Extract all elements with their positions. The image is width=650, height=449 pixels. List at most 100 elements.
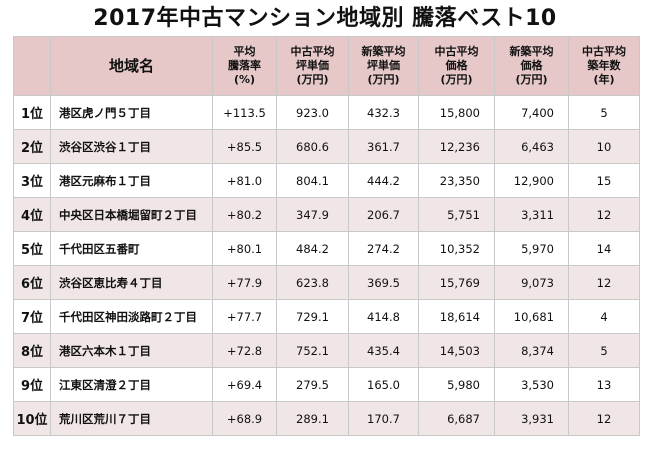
change-cell: +77.9	[212, 265, 277, 300]
building-age-cell: 12	[568, 197, 640, 232]
used-unit-price-cell: 752.1	[276, 333, 349, 368]
used-unit-price-cell: 680.6	[276, 129, 349, 164]
used-unit-price-cell: 804.1	[276, 163, 349, 198]
used-price-cell: 15,800	[418, 95, 495, 130]
header-used-price: 中古平均 価格 (万円)	[418, 36, 495, 96]
rank-cell: 5位	[13, 231, 51, 266]
used-unit-price-cell: 484.2	[276, 231, 349, 266]
building-age-cell: 4	[568, 299, 640, 334]
new-unit-price-cell: 435.4	[348, 333, 419, 368]
header-new-price: 新築平均 価格 (万円)	[494, 36, 569, 96]
change-cell: +113.5	[212, 95, 277, 130]
used-price-cell: 12,236	[418, 129, 495, 164]
header-area: 地域名	[50, 36, 213, 96]
change-cell: +69.4	[212, 367, 277, 402]
new-price-cell: 7,400	[494, 95, 569, 130]
used-unit-price-cell: 623.8	[276, 265, 349, 300]
table-row: 10位 荒川区荒川７丁目 +68.9 289.1 170.7 6,687 3,9…	[13, 401, 640, 436]
new-unit-price-cell: 165.0	[348, 367, 419, 402]
change-cell: +77.7	[212, 299, 277, 334]
new-price-cell: 9,073	[494, 265, 569, 300]
rank-cell: 4位	[13, 197, 51, 232]
new-unit-price-cell: 170.7	[348, 401, 419, 436]
new-price-cell: 5,970	[494, 231, 569, 266]
new-price-cell: 8,374	[494, 333, 569, 368]
used-price-cell: 5,751	[418, 197, 495, 232]
rank-cell: 10位	[13, 401, 51, 436]
table-row: 1位 港区虎ノ門５丁目 +113.5 923.0 432.3 15,800 7,…	[13, 95, 640, 130]
building-age-cell: 5	[568, 333, 640, 368]
used-price-cell: 10,352	[418, 231, 495, 266]
new-price-cell: 3,530	[494, 367, 569, 402]
table-row: 3位 港区元麻布１丁目 +81.0 804.1 444.2 23,350 12,…	[13, 163, 640, 198]
area-cell: 渋谷区渋谷１丁目	[50, 129, 213, 164]
used-unit-price-cell: 347.9	[276, 197, 349, 232]
page-title: 2017年中古マンション地域別 騰落ベスト10	[93, 6, 557, 31]
new-unit-price-cell: 274.2	[348, 231, 419, 266]
new-unit-price-cell: 361.7	[348, 129, 419, 164]
rank-cell: 3位	[13, 163, 51, 198]
header-rank	[13, 36, 51, 96]
rank-cell: 9位	[13, 367, 51, 402]
header-row: 地域名 平均 騰落率 (%) 中古平均 坪単価 (万円) 新築平均 坪単価 (万…	[13, 36, 640, 96]
used-unit-price-cell: 279.5	[276, 367, 349, 402]
new-unit-price-cell: 432.3	[348, 95, 419, 130]
change-cell: +81.0	[212, 163, 277, 198]
used-unit-price-cell: 923.0	[276, 95, 349, 130]
used-price-cell: 23,350	[418, 163, 495, 198]
rank-cell: 2位	[13, 129, 51, 164]
new-unit-price-cell: 206.7	[348, 197, 419, 232]
rank-cell: 7位	[13, 299, 51, 334]
area-cell: 江東区清澄２丁目	[50, 367, 213, 402]
rank-cell: 6位	[13, 265, 51, 300]
building-age-cell: 12	[568, 265, 640, 300]
table-row: 6位 渋谷区恵比寿４丁目 +77.9 623.8 369.5 15,769 9,…	[13, 265, 640, 300]
table-row: 5位 千代田区五番町 +80.1 484.2 274.2 10,352 5,97…	[13, 231, 640, 266]
new-unit-price-cell: 414.8	[348, 299, 419, 334]
change-cell: +85.5	[212, 129, 277, 164]
used-unit-price-cell: 729.1	[276, 299, 349, 334]
building-age-cell: 5	[568, 95, 640, 130]
new-price-cell: 3,311	[494, 197, 569, 232]
rank-cell: 8位	[13, 333, 51, 368]
area-cell: 港区六本木１丁目	[50, 333, 213, 368]
table-row: 8位 港区六本木１丁目 +72.8 752.1 435.4 14,503 8,3…	[13, 333, 640, 368]
area-cell: 渋谷区恵比寿４丁目	[50, 265, 213, 300]
used-price-cell: 6,687	[418, 401, 495, 436]
area-cell: 中央区日本橋堀留町２丁目	[50, 197, 213, 232]
table-row: 4位 中央区日本橋堀留町２丁目 +80.2 347.9 206.7 5,751 …	[13, 197, 640, 232]
new-price-cell: 6,463	[494, 129, 569, 164]
used-unit-price-cell: 289.1	[276, 401, 349, 436]
area-cell: 荒川区荒川７丁目	[50, 401, 213, 436]
new-price-cell: 10,681	[494, 299, 569, 334]
area-cell: 港区虎ノ門５丁目	[50, 95, 213, 130]
table-row: 7位 千代田区神田淡路町２丁目 +77.7 729.1 414.8 18,614…	[13, 299, 640, 334]
building-age-cell: 15	[568, 163, 640, 198]
new-unit-price-cell: 369.5	[348, 265, 419, 300]
new-price-cell: 12,900	[494, 163, 569, 198]
used-price-cell: 5,980	[418, 367, 495, 402]
used-price-cell: 14,503	[418, 333, 495, 368]
table-row: 2位 渋谷区渋谷１丁目 +85.5 680.6 361.7 12,236 6,4…	[13, 129, 640, 164]
header-new-unit-price: 新築平均 坪単価 (万円)	[348, 36, 419, 96]
used-price-cell: 15,769	[418, 265, 495, 300]
area-cell: 港区元麻布１丁目	[50, 163, 213, 198]
area-cell: 千代田区神田淡路町２丁目	[50, 299, 213, 334]
building-age-cell: 12	[568, 401, 640, 436]
change-cell: +72.8	[212, 333, 277, 368]
new-price-cell: 3,931	[494, 401, 569, 436]
new-unit-price-cell: 444.2	[348, 163, 419, 198]
table-row: 9位 江東区清澄２丁目 +69.4 279.5 165.0 5,980 3,53…	[13, 367, 640, 402]
building-age-cell: 10	[568, 129, 640, 164]
header-change: 平均 騰落率 (%)	[212, 36, 277, 96]
area-cell: 千代田区五番町	[50, 231, 213, 266]
building-age-cell: 13	[568, 367, 640, 402]
change-cell: +80.1	[212, 231, 277, 266]
header-used-unit-price: 中古平均 坪単価 (万円)	[276, 36, 349, 96]
used-price-cell: 18,614	[418, 299, 495, 334]
building-age-cell: 14	[568, 231, 640, 266]
ranking-table: 地域名 平均 騰落率 (%) 中古平均 坪単価 (万円) 新築平均 坪単価 (万…	[13, 36, 640, 436]
header-building-age: 中古平均 築年数 (年)	[568, 36, 640, 96]
change-cell: +80.2	[212, 197, 277, 232]
